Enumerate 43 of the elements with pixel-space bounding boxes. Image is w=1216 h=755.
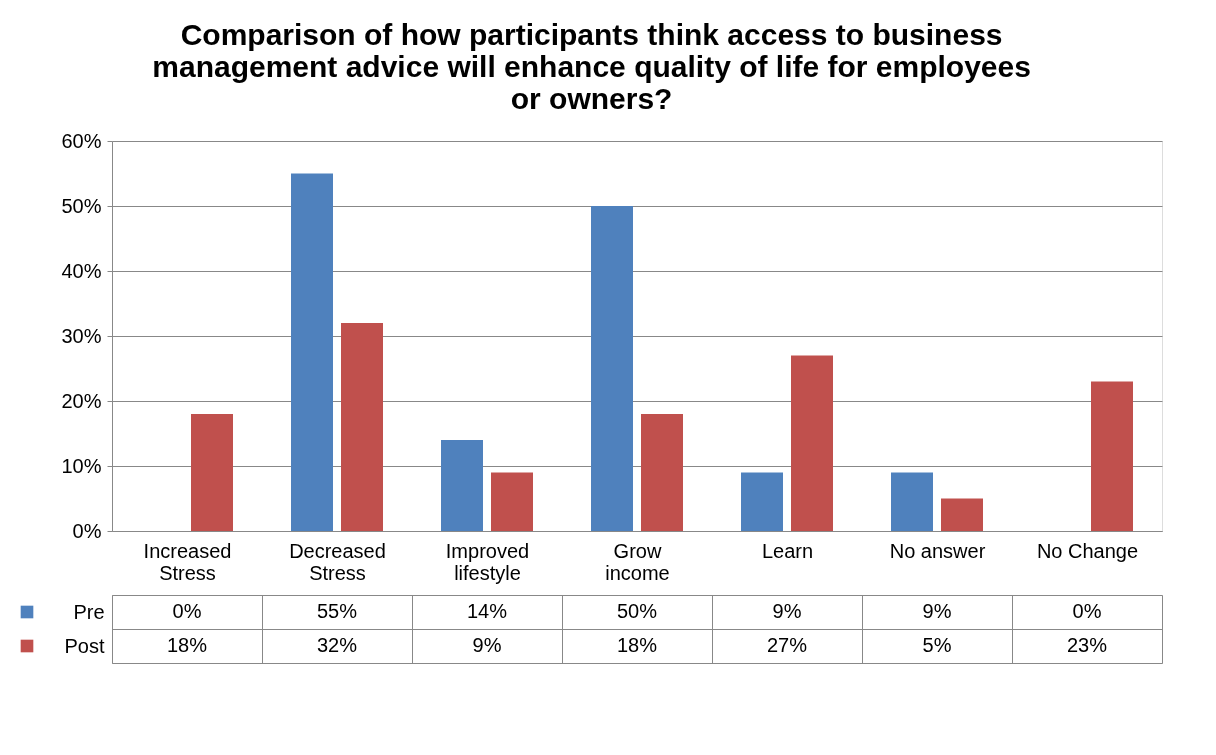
data-label: 50% bbox=[616, 600, 658, 622]
x-tick-label: Grow income bbox=[605, 539, 670, 584]
data-label: 9% bbox=[772, 600, 802, 622]
y-tick-label: 20% bbox=[61, 389, 102, 412]
x-tick-label: Increased Stress bbox=[143, 539, 232, 584]
data-label: 23% bbox=[1066, 634, 1108, 656]
bar bbox=[941, 498, 983, 531]
bar bbox=[641, 414, 683, 531]
data-label: 18% bbox=[616, 634, 658, 656]
x-tick-label: Learn bbox=[761, 539, 814, 562]
legend-label: Pre bbox=[73, 600, 105, 623]
y-tick-label: 50% bbox=[61, 194, 102, 217]
bar bbox=[441, 440, 483, 531]
bar bbox=[491, 472, 533, 531]
y-tick-label: 30% bbox=[61, 324, 102, 347]
bar bbox=[191, 414, 233, 531]
bar bbox=[1091, 381, 1133, 531]
bar bbox=[791, 355, 833, 531]
y-tick-label: 60% bbox=[61, 129, 102, 152]
y-tick-label: 40% bbox=[61, 259, 102, 282]
y-tick-label: 0% bbox=[72, 519, 102, 542]
data-label: 18% bbox=[166, 634, 208, 656]
data-label: 0% bbox=[172, 600, 202, 622]
data-label: 32% bbox=[316, 634, 358, 656]
data-label: 0% bbox=[1072, 600, 1102, 622]
legend-label: Post bbox=[64, 634, 105, 657]
x-tick-label: Improved lifestyle bbox=[445, 539, 530, 584]
data-label: 14% bbox=[466, 600, 508, 622]
x-tick-label: No Change bbox=[1036, 539, 1139, 562]
data-label: 5% bbox=[922, 634, 952, 656]
x-tick-label: Decreased Stress bbox=[289, 539, 386, 584]
chart-title: Comparison of how participants think access to business management advice will enhance quality of life for employees or owners? bbox=[152, 17, 1031, 115]
bar bbox=[291, 173, 333, 531]
bar bbox=[341, 323, 383, 531]
bar bbox=[591, 206, 633, 531]
data-label: 27% bbox=[766, 634, 808, 656]
data-label: 55% bbox=[316, 600, 358, 622]
bar bbox=[891, 472, 933, 531]
data-label: 9% bbox=[472, 634, 502, 656]
bar bbox=[741, 472, 783, 531]
data-label: 9% bbox=[922, 600, 952, 622]
x-tick-label: No answer bbox=[889, 539, 986, 562]
y-tick-label: 10% bbox=[61, 454, 102, 477]
